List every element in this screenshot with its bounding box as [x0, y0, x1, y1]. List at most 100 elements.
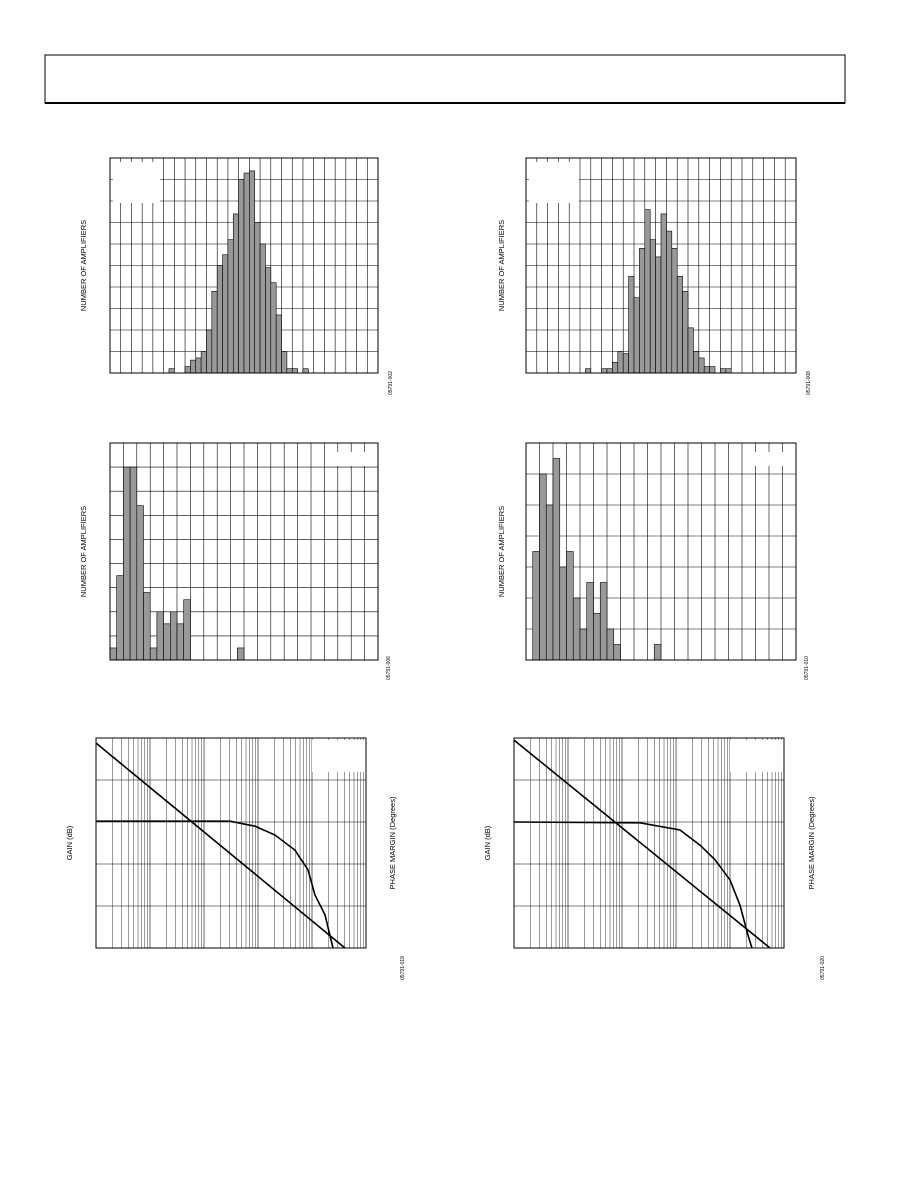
bar	[222, 254, 229, 374]
bar	[599, 582, 608, 661]
bar	[698, 357, 705, 374]
bar	[238, 179, 245, 374]
plot-frame	[525, 157, 797, 374]
bar	[259, 243, 266, 374]
bar	[703, 366, 710, 374]
bar	[195, 357, 202, 374]
bar	[291, 368, 298, 374]
bar	[709, 366, 716, 374]
bar	[539, 473, 547, 661]
bar	[302, 368, 309, 374]
y-axis-label: GAIN (dB)	[65, 825, 74, 860]
plot-frame	[525, 442, 797, 661]
bar	[168, 368, 175, 374]
bar	[232, 213, 239, 374]
bar	[532, 551, 540, 661]
bar	[660, 213, 667, 374]
y2-axis-label: PHASE MARGIN (Degrees)	[388, 796, 397, 889]
bar	[628, 275, 635, 374]
bar	[265, 267, 272, 374]
figure-code: 05791-008	[806, 371, 812, 395]
bar	[725, 368, 732, 374]
bar	[579, 628, 588, 661]
bar	[585, 368, 592, 374]
legend-box	[113, 162, 160, 203]
bar	[190, 359, 197, 374]
figure-code: 05791-002	[388, 371, 394, 395]
y-axis-label: NUMBER OF AMPLIFIERS	[79, 220, 88, 311]
bar	[649, 239, 656, 374]
bar	[559, 566, 567, 661]
bar	[206, 329, 213, 374]
plot-frame	[109, 157, 379, 374]
legend-box	[755, 452, 793, 466]
bar	[149, 647, 158, 661]
y2-axis-label: PHASE MARGIN (Degrees)	[807, 796, 816, 889]
bar	[156, 611, 164, 661]
header-box	[44, 54, 846, 104]
bar	[687, 327, 694, 374]
bar	[612, 361, 619, 374]
figure-code: 05791-019	[400, 956, 406, 980]
bar	[639, 248, 646, 374]
bar	[693, 351, 700, 374]
bar	[286, 368, 293, 374]
bar	[617, 351, 624, 374]
bar	[275, 314, 282, 374]
bar	[676, 275, 683, 374]
bar	[281, 351, 288, 374]
figure-code: 05791-020	[820, 956, 826, 980]
bar	[136, 505, 144, 661]
legend-box	[730, 740, 782, 772]
bar	[129, 466, 138, 661]
bar	[143, 592, 151, 661]
bar	[170, 611, 178, 661]
legend-box	[529, 162, 579, 203]
bar	[184, 366, 191, 374]
bar	[109, 647, 117, 661]
curve	[95, 742, 346, 949]
bar	[633, 297, 640, 374]
curve	[513, 821, 753, 949]
bar	[606, 368, 613, 374]
bar	[183, 599, 191, 661]
bar	[682, 290, 689, 374]
bar	[216, 265, 223, 374]
bar	[249, 170, 256, 374]
bar	[545, 504, 554, 661]
bar	[163, 623, 171, 661]
y-axis-label: NUMBER OF AMPLIFIERS	[79, 506, 88, 597]
y-axis-label: NUMBER OF AMPLIFIERS	[497, 506, 506, 597]
y-axis-label: GAIN (dB)	[483, 825, 492, 860]
bar	[200, 351, 207, 374]
bar	[566, 551, 574, 661]
bar	[593, 613, 601, 661]
bar	[211, 290, 218, 374]
bar	[613, 644, 621, 661]
bar	[254, 222, 261, 374]
bar	[227, 239, 234, 374]
bar	[572, 597, 581, 661]
legend-box	[312, 740, 364, 772]
bar	[720, 368, 727, 374]
figure-code: 05791-006	[386, 656, 392, 680]
bar	[622, 353, 629, 374]
bar	[601, 368, 608, 374]
legend-box	[335, 452, 375, 466]
bar	[666, 230, 673, 374]
bar	[116, 575, 124, 661]
bar	[176, 623, 184, 661]
bar	[586, 582, 594, 661]
bar	[653, 644, 662, 661]
bar	[237, 647, 245, 661]
bar	[243, 172, 250, 374]
plot-frame	[513, 737, 785, 949]
bar	[671, 248, 678, 374]
plot-frame	[95, 737, 367, 949]
curve	[513, 739, 771, 949]
figure-code: 05791-010	[804, 656, 810, 680]
bar	[644, 209, 651, 374]
bar	[270, 282, 277, 374]
bar	[655, 256, 662, 374]
